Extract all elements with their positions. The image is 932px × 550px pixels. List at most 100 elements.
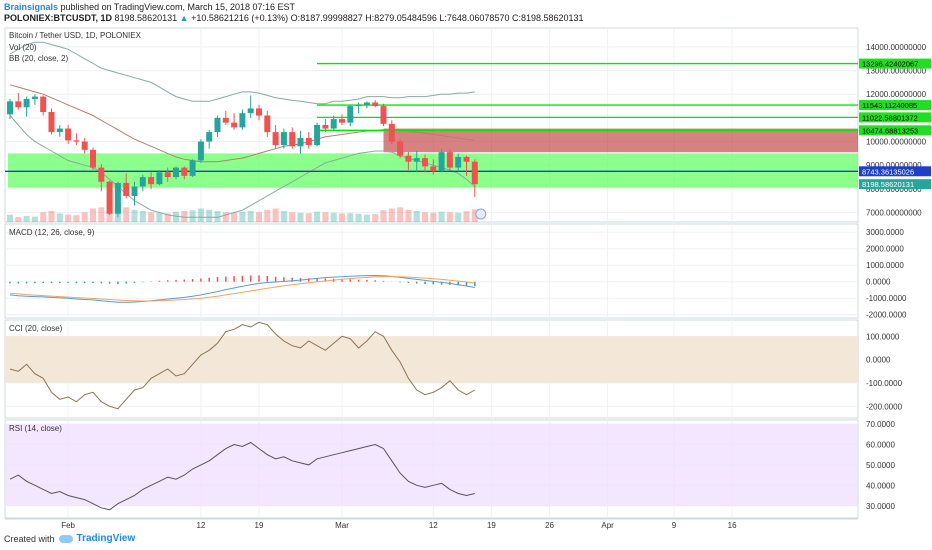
volume-bar <box>156 212 163 222</box>
candle-body <box>372 102 379 107</box>
open-value: 8187.99998827 <box>300 13 363 23</box>
candle-body <box>347 106 354 123</box>
rsi-legend: RSI (14, close) <box>9 424 62 433</box>
rsi-band <box>5 424 858 506</box>
ohlc-line: POLONIEX:BTCUSDT, 1D 8198.58620131 ▲ +10… <box>4 13 584 23</box>
time-tick-label: 16 <box>728 521 737 530</box>
candle-body <box>81 141 88 150</box>
candle-body <box>471 161 478 185</box>
footer: Created with TradingView <box>4 533 135 544</box>
candle-body <box>455 156 462 168</box>
cci-line <box>9 321 476 410</box>
volume-bar <box>247 211 254 222</box>
candle-body <box>339 119 345 123</box>
candle-body <box>7 101 13 115</box>
cci-legend: CCI (20, close) <box>9 324 63 333</box>
candle-body <box>56 128 63 133</box>
volume-bar <box>363 214 370 222</box>
time-tick-label: 26 <box>545 521 554 530</box>
volume-bar <box>330 212 337 222</box>
volume-bar <box>40 212 47 222</box>
rsi-tick-label: 70.0000 <box>866 420 895 429</box>
volume-bar <box>388 208 395 222</box>
macd-tick-label: 0.0000 <box>866 278 891 287</box>
volume-bar <box>139 211 146 222</box>
volume-bar <box>422 212 428 222</box>
time-axis[interactable]: Feb 12 19 Mar 12 19 26 Apr 9 16 <box>5 518 858 530</box>
bb-legend: BB (20, close, 2) <box>9 54 68 63</box>
candle-body <box>446 152 453 168</box>
price-tick-label: 9000.00000000 <box>866 161 922 170</box>
level-price-tag: 10474.68813253 <box>862 126 918 135</box>
price-frame <box>4 27 859 223</box>
price-tick-label: 13000.00000000 <box>866 67 927 76</box>
tradingview-cloud-icon <box>58 534 73 543</box>
volume-bar <box>380 210 387 222</box>
volume-bar <box>197 208 204 222</box>
change-arrow-icon: ▲ <box>179 13 189 23</box>
rsi-tick-label: 60.0000 <box>866 441 895 450</box>
change-value: +10.58621216 (+0.13%) <box>191 13 289 23</box>
candle-body <box>173 167 179 178</box>
open-label: O: <box>290 13 301 23</box>
macd-signal-line <box>9 276 475 302</box>
candle-body <box>206 132 213 142</box>
volume-bar <box>98 207 105 222</box>
candle-body <box>363 102 370 105</box>
candle-body <box>164 172 171 178</box>
publish-line: Brainsignals published on TradingView.co… <box>4 2 295 12</box>
volume-bar <box>455 212 462 222</box>
volume-bar <box>231 212 238 222</box>
macd-legend: MACD (12, 26, close, 9) <box>9 228 95 237</box>
candle-body <box>380 106 387 124</box>
volume-bar <box>7 214 13 222</box>
candle-body <box>463 156 470 162</box>
candle-body <box>106 181 113 214</box>
candle-body <box>314 125 321 146</box>
candle-body <box>272 132 279 146</box>
time-tick-label: 19 <box>487 521 496 530</box>
low-value: 7648.06078570 <box>446 13 510 23</box>
tradingview-brand[interactable]: TradingView <box>76 533 136 544</box>
volume-bar <box>131 209 138 222</box>
cci-pane[interactable]: 100.0000 0.0000 -100.0000 -200.0000 <box>4 319 903 419</box>
volume-bar <box>222 212 229 222</box>
macd-tick-label: 1000.0000 <box>866 261 904 270</box>
time-tick-label: Feb <box>61 521 75 530</box>
volume-bar <box>314 211 321 222</box>
volume-bar <box>355 213 362 222</box>
time-tick-label: 12 <box>196 521 205 530</box>
macd-pane[interactable]: 3000.0000 2000.0000 1000.0000 0.0000 -1000.0… <box>4 223 907 320</box>
volume-bar <box>272 208 279 222</box>
author-link[interactable]: Brainsignals <box>4 2 59 12</box>
volume-legend: Vol (20) <box>9 43 37 52</box>
candle-body <box>65 128 72 141</box>
volume-bar <box>430 212 437 222</box>
high-value: 8279.05484596 <box>374 13 437 23</box>
resistance-zone <box>383 128 858 153</box>
price-tick-label: 14000.00000000 <box>866 43 927 52</box>
price-pane[interactable]: 14000.00000000 13000.00000000 12000.000000… <box>4 27 931 223</box>
volume-bar <box>256 212 262 222</box>
rsi-pane[interactable]: 70.0000 60.0000 50.0000 40.0000 30.0000 <box>4 419 895 519</box>
macd-tick-label: 3000.0000 <box>866 228 904 237</box>
candle-body <box>114 182 121 214</box>
price-tick-label: 10000.00000000 <box>866 138 927 147</box>
candle-body <box>239 113 246 128</box>
volume-bar <box>446 212 453 222</box>
volume-bar <box>471 209 478 222</box>
price-tick-label: 8000.00000000 <box>866 185 922 194</box>
candle-body <box>181 167 188 176</box>
candle-body <box>422 158 428 167</box>
candle-body <box>98 167 105 182</box>
level-price-tag: 11543.11240085 <box>862 101 917 110</box>
volume-bar <box>123 207 130 222</box>
level-price-tag-bg <box>859 100 931 111</box>
blue-price-tag: 8743.36135026 <box>862 167 914 176</box>
time-tick-label: Mar <box>335 521 349 530</box>
candle-body <box>264 115 271 133</box>
candle-body <box>397 141 404 156</box>
candle-body <box>148 177 155 185</box>
candle-body <box>40 96 47 112</box>
